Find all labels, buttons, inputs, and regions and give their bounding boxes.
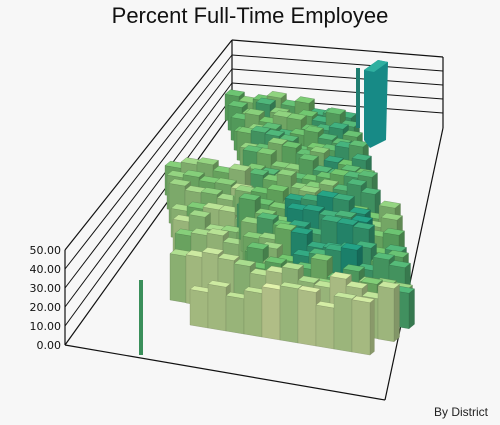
map-footnote: By District <box>434 405 488 419</box>
frame-box <box>64 39 444 401</box>
back-wall-gridlines <box>231 54 444 114</box>
z-tick-label: 20.00 <box>30 301 62 314</box>
isolated-spike <box>139 280 143 355</box>
z-tick-label: 40.00 <box>30 263 62 276</box>
tall-column <box>356 60 388 148</box>
z-tick-label: 50.00 <box>30 244 62 257</box>
z-tick-label: 0.00 <box>37 339 62 352</box>
district-prisms <box>164 89 415 356</box>
z-tick-label: 30.00 <box>30 282 62 295</box>
z-tick-label: 10.00 <box>30 320 62 333</box>
z-axis: 0.00 10.00 20.00 30.00 40.00 50.00 <box>30 244 62 352</box>
map-title: Percent Full-Time Employee <box>111 3 389 28</box>
left-wall-gridlines <box>64 54 233 327</box>
